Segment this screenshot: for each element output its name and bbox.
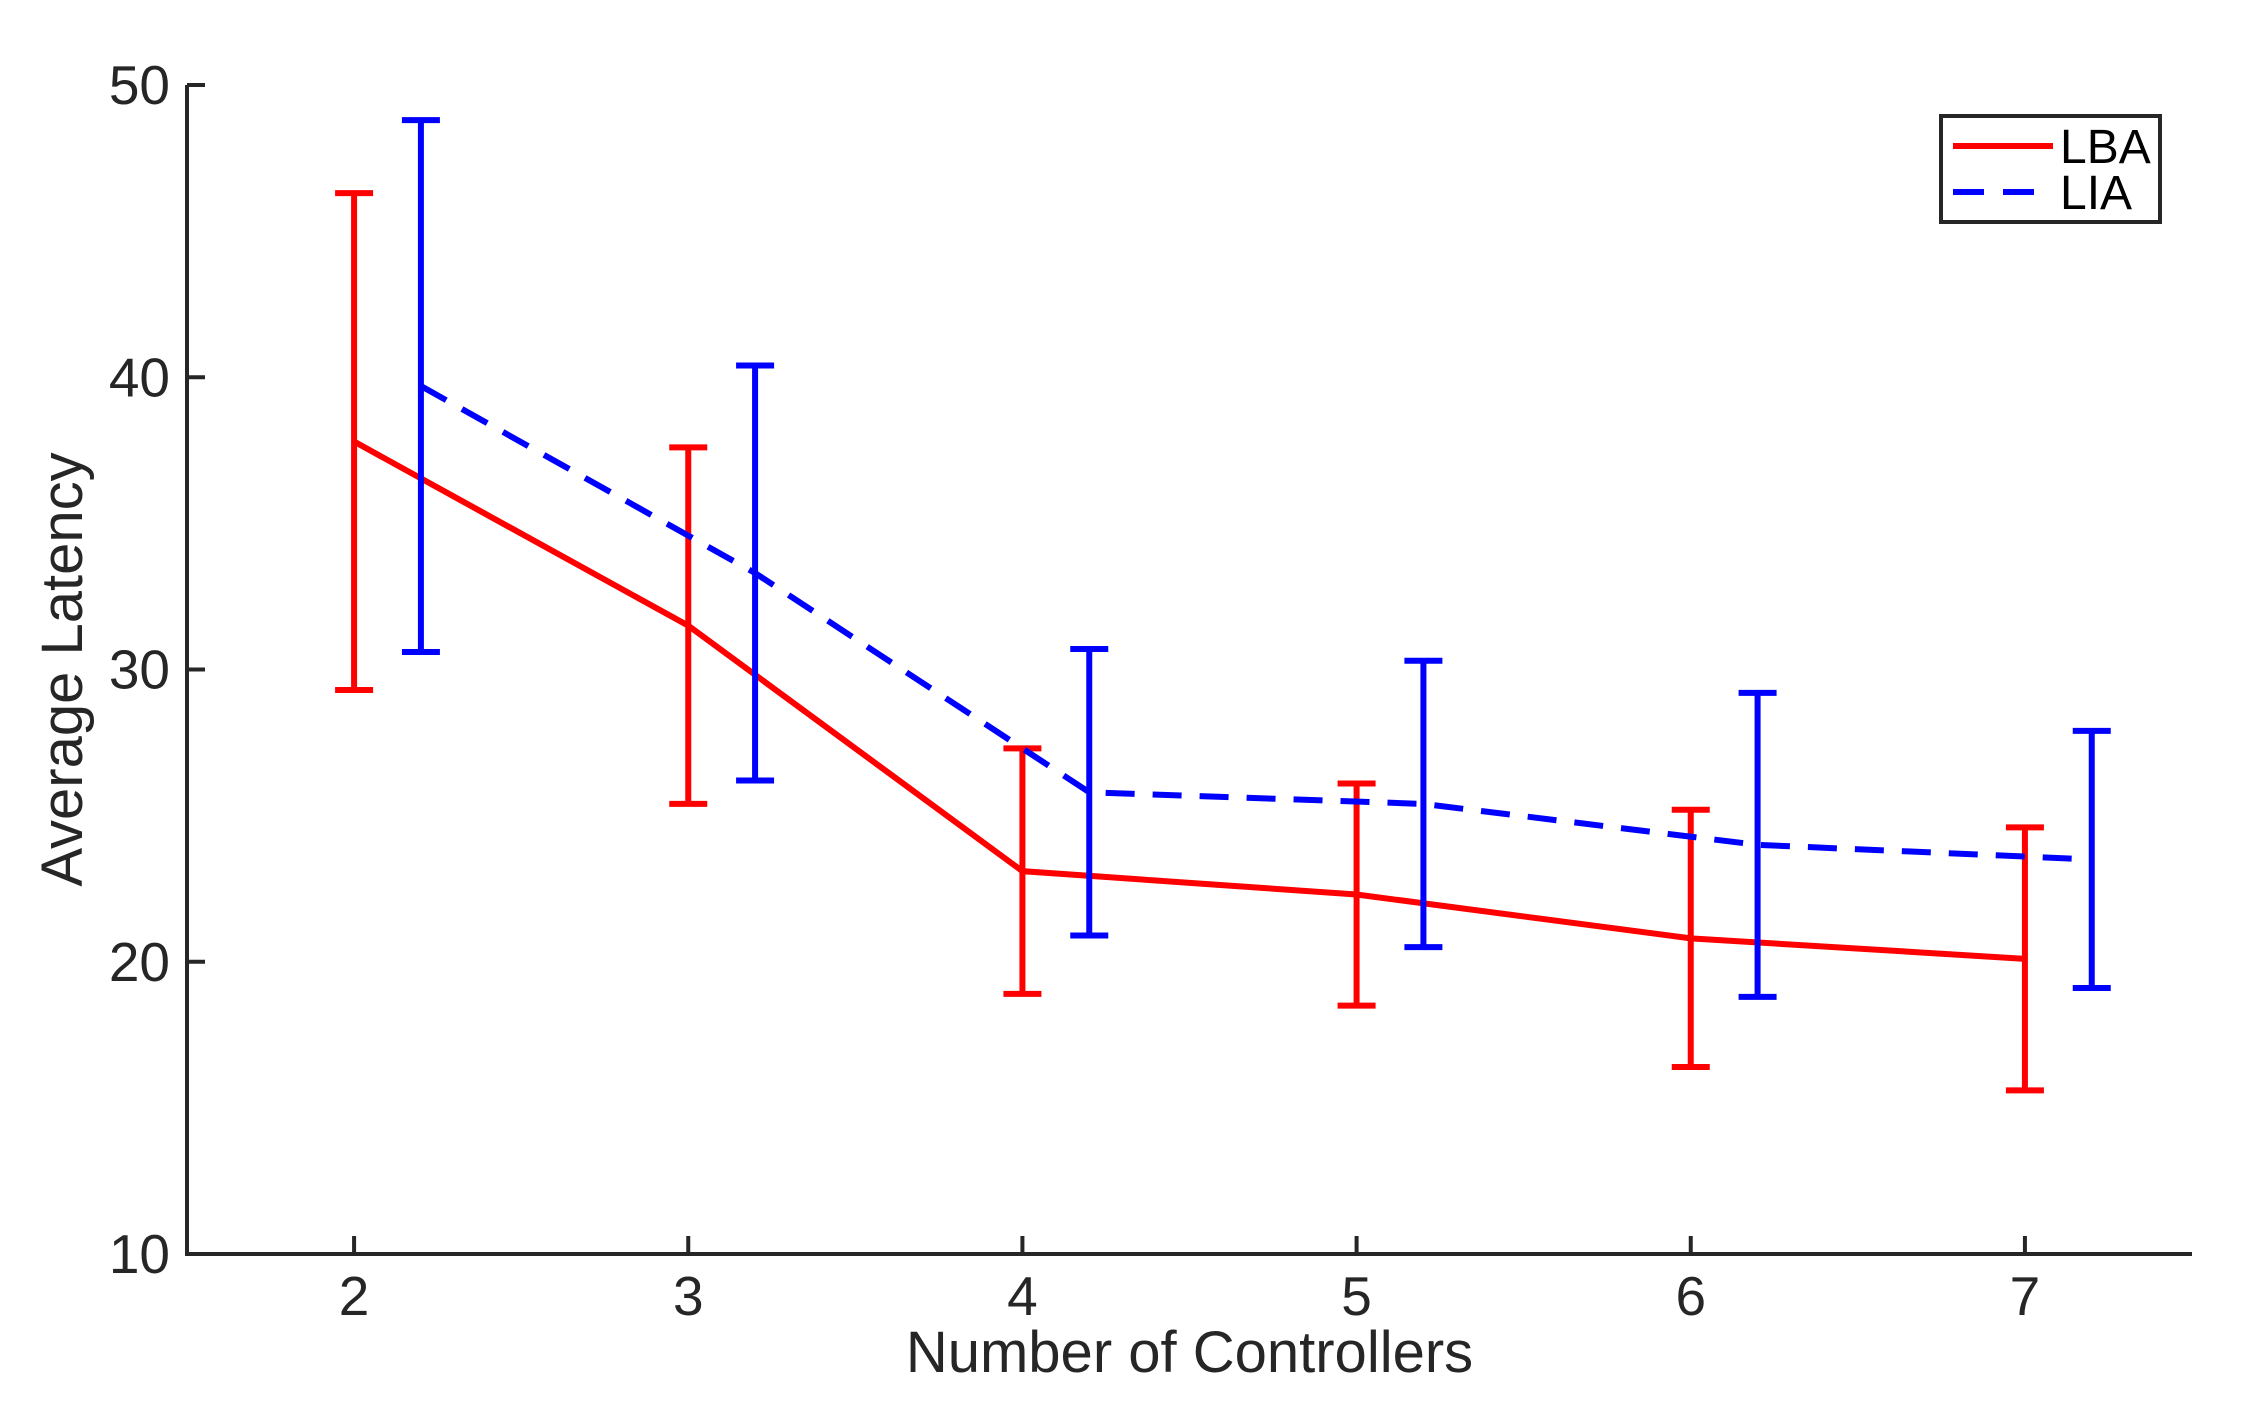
y-axis-label: Average Latency	[30, 452, 95, 886]
y-tick-label-30: 30	[109, 639, 170, 701]
x-tick-label-4: 4	[1007, 1265, 1038, 1327]
x-tick-label-6: 6	[1675, 1265, 1706, 1327]
x-axis-label: Number of Controllers	[906, 1320, 1473, 1385]
legend-box	[1939, 114, 2162, 224]
lba-series-line	[352, 438, 2026, 962]
y-tick-label-50: 50	[109, 54, 170, 116]
x-tick-label-5: 5	[1341, 1265, 1372, 1327]
y-tick-label-20: 20	[109, 931, 170, 993]
x-tick-label-7: 7	[2010, 1265, 2041, 1327]
lia-error-bars	[401, 117, 2111, 1000]
x-tick-label-2: 2	[339, 1265, 370, 1327]
legend-label-lia: LIA	[2060, 167, 2132, 220]
y-tick-label-40: 40	[109, 346, 170, 408]
x-tick-label-3: 3	[673, 1265, 704, 1327]
axes: 2 3 4 5 6 7 10 20 30 40 50 Number of Controllers Ave…	[30, 54, 2192, 1385]
lia-series-line	[419, 383, 2092, 863]
lba-error-bars	[335, 190, 2044, 1094]
y-tick-label-10: 10	[109, 1223, 170, 1285]
legend-label-lba: LBA	[2060, 121, 2151, 174]
lba-series	[335, 190, 2044, 1094]
lia-series	[401, 117, 2111, 1000]
